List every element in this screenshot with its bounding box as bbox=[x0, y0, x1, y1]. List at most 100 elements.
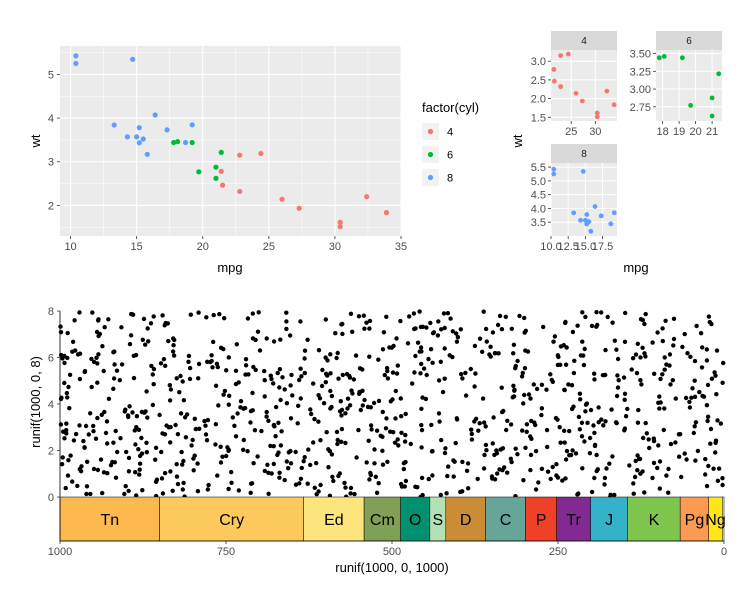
random-point bbox=[539, 382, 545, 387]
random-point bbox=[266, 418, 271, 423]
random-point bbox=[705, 382, 711, 388]
random-point bbox=[236, 488, 241, 493]
random-point bbox=[369, 427, 374, 432]
random-point bbox=[316, 393, 321, 398]
random-point bbox=[424, 372, 429, 378]
random-point bbox=[354, 455, 359, 460]
facet-data-point bbox=[716, 71, 722, 77]
random-point bbox=[383, 426, 389, 431]
random-point bbox=[430, 473, 435, 478]
random-point bbox=[241, 447, 246, 452]
random-point bbox=[646, 437, 651, 442]
random-point bbox=[67, 406, 72, 411]
random-point bbox=[366, 438, 371, 443]
random-point bbox=[222, 316, 227, 321]
timescale-band-label: D bbox=[460, 512, 472, 529]
random-point bbox=[360, 388, 365, 393]
random-point bbox=[592, 371, 597, 376]
random-point bbox=[436, 319, 441, 324]
random-point bbox=[100, 344, 105, 349]
random-point bbox=[524, 429, 529, 434]
random-point bbox=[554, 473, 559, 478]
random-point bbox=[364, 460, 369, 465]
random-point bbox=[608, 492, 613, 497]
random-point bbox=[438, 492, 443, 498]
random-point bbox=[91, 423, 96, 429]
random-point bbox=[153, 457, 158, 462]
facet-data-point bbox=[579, 98, 585, 104]
random-point bbox=[374, 428, 380, 433]
random-point bbox=[437, 419, 442, 424]
random-point bbox=[500, 446, 506, 451]
random-point bbox=[245, 316, 251, 321]
random-point bbox=[277, 475, 282, 480]
data-point-cyl-4 bbox=[237, 188, 243, 195]
random-point bbox=[623, 310, 628, 316]
random-point bbox=[299, 374, 304, 379]
facet-x-tick-label: 21 bbox=[706, 126, 718, 138]
data-point-cyl-8 bbox=[164, 127, 170, 133]
random-point bbox=[714, 392, 719, 397]
random-point bbox=[269, 471, 274, 476]
facet-data-point bbox=[656, 55, 662, 61]
random-point bbox=[480, 349, 485, 354]
random-point bbox=[705, 418, 710, 424]
random-point bbox=[70, 479, 75, 484]
random-point bbox=[402, 484, 407, 489]
random-point bbox=[403, 459, 408, 465]
random-point bbox=[173, 422, 178, 428]
random-point bbox=[180, 487, 185, 492]
random-point bbox=[378, 433, 383, 438]
random-point bbox=[65, 473, 71, 478]
random-point bbox=[569, 383, 575, 388]
random-point bbox=[426, 356, 431, 362]
random-point bbox=[415, 485, 420, 490]
random-point bbox=[111, 376, 117, 381]
random-point bbox=[504, 427, 509, 433]
random-point bbox=[298, 396, 303, 401]
random-point bbox=[497, 313, 503, 319]
random-point bbox=[103, 430, 109, 436]
random-point bbox=[328, 352, 333, 357]
random-point bbox=[554, 462, 559, 467]
random-point bbox=[415, 340, 421, 345]
random-point bbox=[656, 400, 661, 405]
random-point bbox=[226, 355, 231, 360]
random-point bbox=[233, 381, 239, 387]
random-point bbox=[330, 474, 335, 479]
random-point bbox=[78, 469, 84, 474]
timescale-band-label: J bbox=[605, 512, 613, 529]
random-point bbox=[203, 432, 209, 437]
random-point bbox=[356, 314, 362, 319]
random-points bbox=[58, 309, 726, 500]
random-point bbox=[214, 361, 220, 366]
random-point bbox=[589, 489, 595, 495]
random-point bbox=[487, 352, 492, 357]
random-point bbox=[555, 362, 561, 368]
facet-data-point bbox=[588, 228, 594, 234]
random-point bbox=[539, 406, 545, 411]
random-point bbox=[442, 346, 447, 351]
data-point-cyl-4 bbox=[218, 168, 224, 174]
random-point bbox=[708, 426, 714, 432]
random-point bbox=[476, 428, 481, 433]
random-point bbox=[226, 402, 231, 407]
random-point bbox=[522, 315, 527, 321]
random-point bbox=[664, 362, 669, 367]
random-point bbox=[126, 455, 132, 461]
data-point-cyl-4 bbox=[279, 196, 285, 202]
facet-y-tick-label: 5.0 bbox=[531, 176, 546, 188]
facet-data-point bbox=[582, 217, 588, 223]
data-point-cyl-8 bbox=[124, 134, 131, 140]
random-point bbox=[411, 311, 417, 316]
random-point bbox=[268, 373, 273, 378]
data-point-cyl-8 bbox=[73, 60, 79, 67]
random-point bbox=[491, 415, 496, 420]
random-point bbox=[494, 451, 500, 456]
timescale-band-pg bbox=[679, 496, 709, 542]
random-point bbox=[101, 368, 106, 374]
main-scatter-plot: 10 15 20 25 30 35 2 3 4 5 mpg wt bbox=[28, 46, 407, 275]
random-point bbox=[328, 371, 333, 376]
random-point bbox=[641, 435, 646, 441]
random-point bbox=[428, 320, 433, 326]
